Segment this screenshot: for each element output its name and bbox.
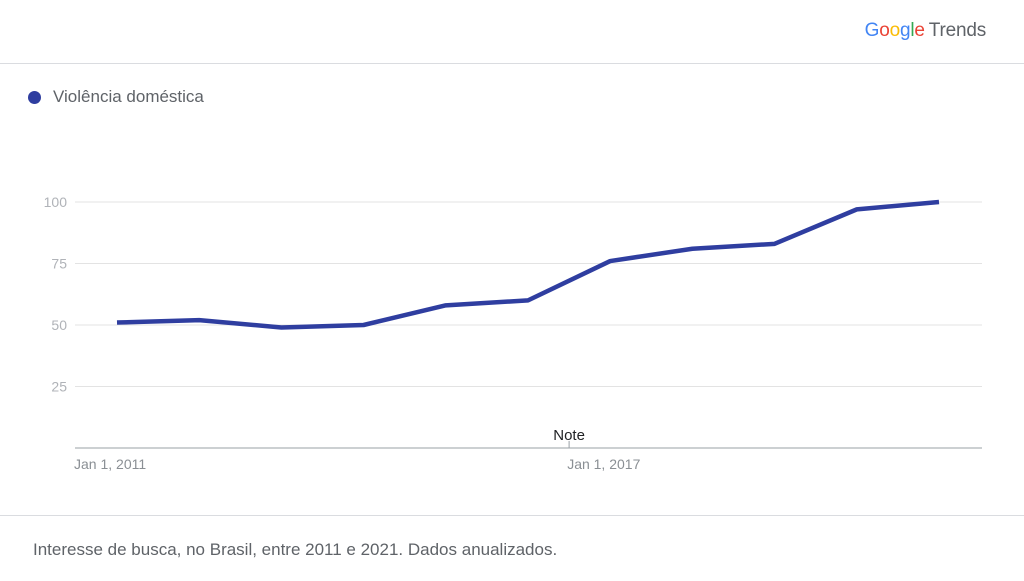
- logo-letter: g: [899, 20, 911, 41]
- chart-caption: Interesse de busca, no Brasil, entre 201…: [33, 540, 558, 559]
- logo-letter: e: [914, 20, 925, 41]
- annotation-label: Note: [553, 427, 585, 444]
- trends-wordmark: Trends: [928, 20, 986, 41]
- header: Google Trends: [0, 0, 1024, 64]
- series-line: [116, 199, 940, 330]
- y-tick-label: 75: [51, 256, 67, 272]
- legend-dot-icon: [28, 90, 41, 104]
- logo-letter: o: [879, 20, 890, 41]
- legend-label: Violência doméstica: [53, 87, 204, 106]
- x-tick-label: Jan 1, 2011: [74, 456, 146, 472]
- y-tick-label: 100: [44, 194, 68, 210]
- footer: Interesse de busca, no Brasil, entre 201…: [0, 515, 1024, 581]
- logo-letter: G: [864, 20, 880, 41]
- logo-letter: o: [889, 20, 901, 41]
- legend: Violência doméstica: [28, 87, 204, 107]
- google-trends-logo[interactable]: Google Trends: [865, 20, 987, 42]
- y-tick-label: 25: [51, 379, 67, 395]
- y-tick-label: 50: [51, 317, 67, 333]
- logo-letter: l: [910, 20, 915, 41]
- x-tick-label: Jan 1, 2017: [567, 456, 640, 472]
- line-chart: 25 50 75 100 Jan 1, 2011 Jan 1, 2017 Note: [44, 194, 982, 472]
- google-wordmark: Google: [865, 20, 925, 41]
